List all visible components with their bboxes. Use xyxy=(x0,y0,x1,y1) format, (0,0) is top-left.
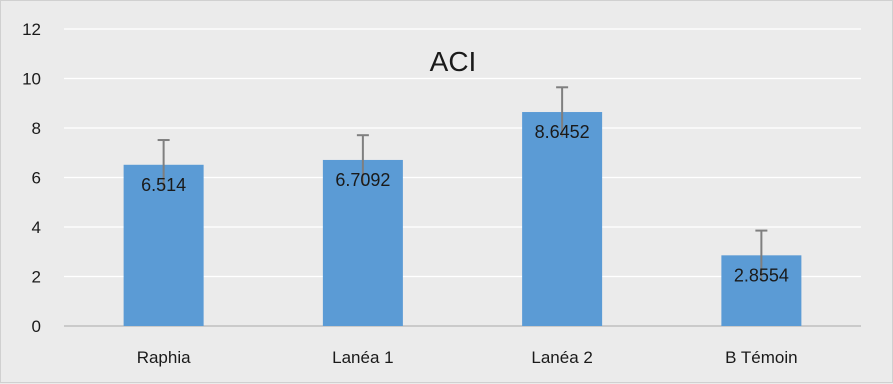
bars xyxy=(123,112,802,326)
bar-1 xyxy=(322,159,403,326)
category-label-3: B Témoin xyxy=(725,348,797,367)
y-axis-tick-labels: 0 2 4 6 8 10 12 xyxy=(22,20,41,336)
category-label-2: Lanéa 2 xyxy=(531,348,592,367)
data-label-3: 2.8554 xyxy=(734,265,789,285)
error-bars xyxy=(157,86,768,281)
y-tick-label-6: 6 xyxy=(32,169,41,188)
data-labels: 6.514 6.7092 8.6452 2.8554 xyxy=(141,122,789,285)
bar-2 xyxy=(522,112,603,326)
data-label-2: 8.6452 xyxy=(535,122,590,142)
data-label-0: 6.514 xyxy=(141,175,186,195)
y-tick-label-0: 0 xyxy=(32,317,41,336)
bar-0 xyxy=(123,164,204,326)
category-label-1: Lanéa 1 xyxy=(332,348,393,367)
y-tick-label-4: 4 xyxy=(32,218,41,237)
chart-title: ACI xyxy=(430,46,477,77)
x-axis-category-labels: Raphia Lanéa 1 Lanéa 2 B Témoin xyxy=(137,348,798,367)
y-tick-label-10: 10 xyxy=(22,70,41,89)
category-label-0: Raphia xyxy=(137,348,191,367)
data-label-1: 6.7092 xyxy=(335,170,390,190)
y-tick-label-2: 2 xyxy=(32,268,41,287)
y-tick-label-8: 8 xyxy=(32,119,41,138)
y-tick-label-12: 12 xyxy=(22,20,41,39)
